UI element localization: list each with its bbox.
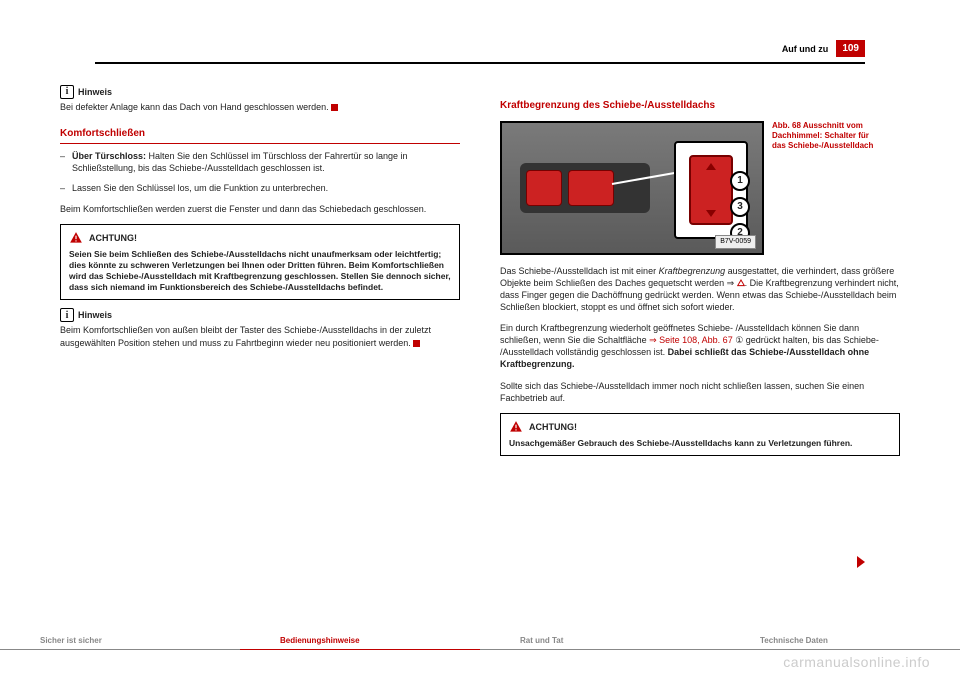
figure-area: 1 3 2 B7V-0059 Abb. 68 Ausschnitt vom Da… <box>500 121 900 255</box>
achtung-1-text: Seien Sie beim Schließen des Schiebe-/Au… <box>69 249 451 293</box>
info-icon: i <box>60 308 74 322</box>
para-r3: Sollte sich das Schiebe-/Ausstelldach im… <box>500 380 900 404</box>
achtung-box-2: ACHTUNG! Unsachgemäßer Gebrauch des Schi… <box>500 413 900 456</box>
hinweis-2-label: Hinweis <box>78 309 112 321</box>
bullet1-prefix: Über Türschloss: <box>72 151 146 161</box>
achtung-2-text: Unsachgemäßer Gebrauch des Schiebe-/Auss… <box>509 438 891 449</box>
warning-icon <box>509 420 523 434</box>
warning-inline-icon <box>737 279 745 287</box>
figure-code: B7V-0059 <box>715 235 756 248</box>
tab-bedienung: Bedienungshinweise <box>240 632 480 650</box>
hinweis-1-text: Bei defekter Anlage kann das Dach von Ha… <box>60 101 460 113</box>
achtung-1-head: ACHTUNG! <box>69 231 451 245</box>
callout-3: 3 <box>730 197 750 217</box>
page-number: 109 <box>836 40 865 57</box>
page: Auf und zu 109 i Hinweis Bei defekter An… <box>0 0 960 678</box>
achtung-2-head: ACHTUNG! <box>509 420 891 434</box>
top-rule <box>95 62 865 64</box>
roof-panel <box>520 163 650 213</box>
list-item: Über Türschloss: Halten Sie den Schlüsse… <box>60 150 460 174</box>
hinweis-1-label: Hinweis <box>78 86 112 98</box>
section-title: Auf und zu <box>782 44 829 54</box>
content-columns: i Hinweis Bei defekter Anlage kann das D… <box>60 85 900 464</box>
tab-technik: Technische Daten <box>720 632 960 650</box>
heading-kraftbegrenzung: Kraftbegrenzung des Schiebe-/Ausstelldac… <box>500 99 900 113</box>
footer-tabs: Sicher ist sicher Bedienungshinweise Rat… <box>0 632 960 650</box>
page-header: Auf und zu 109 <box>782 40 865 57</box>
page-ref-link: ⇒ Seite 108, Abb. 67 <box>649 335 733 345</box>
instruction-list: Über Türschloss: Halten Sie den Schlüsse… <box>60 150 460 194</box>
achtung-2-label: ACHTUNG! <box>529 421 577 433</box>
end-marker-icon <box>413 340 420 347</box>
info-icon: i <box>60 85 74 99</box>
warning-icon <box>69 231 83 245</box>
para-comfort-close: Beim Komfortschließen werden zuerst die … <box>60 203 460 215</box>
callout-1: 1 <box>730 171 750 191</box>
achtung-1-label: ACHTUNG! <box>89 232 137 244</box>
bullet2-text: Lassen Sie den Schlüssel los, um die Fun… <box>72 183 328 193</box>
end-marker-icon <box>331 104 338 111</box>
tab-sicher: Sicher ist sicher <box>0 632 240 650</box>
interior-lamp-icon <box>526 170 562 206</box>
tab-rat: Rat und Tat <box>480 632 720 650</box>
watermark: carmanualsonline.info <box>783 654 930 670</box>
continue-arrow-icon <box>857 556 865 568</box>
hinweis-2-head: i Hinweis <box>60 308 460 322</box>
left-column: i Hinweis Bei defekter Anlage kann das D… <box>60 85 460 464</box>
list-item: Lassen Sie den Schlüssel los, um die Fun… <box>60 182 460 194</box>
para-r2: Ein durch Kraftbegrenzung wiederholt geö… <box>500 322 900 371</box>
hinweis-1-head: i Hinweis <box>60 85 460 99</box>
para-r1: Das Schiebe-/Ausstelldach ist mit einer … <box>500 265 900 314</box>
figure-68: 1 3 2 B7V-0059 <box>500 121 764 255</box>
achtung-box-1: ACHTUNG! Seien Sie beim Schließen des Sc… <box>60 224 460 300</box>
italic-term: Kraftbegrenzung <box>659 266 726 276</box>
hinweis-2-text: Beim Komfortschließen von außen bleibt d… <box>60 324 460 348</box>
zoom-inset: 1 3 2 <box>674 141 748 239</box>
figure-caption: Abb. 68 Ausschnitt vom Dachhimmel: Schal… <box>772 121 882 152</box>
switch-block-icon <box>568 170 614 206</box>
right-column: Kraftbegrenzung des Schiebe-/Ausstelldac… <box>500 85 900 464</box>
heading-komfort: Komfortschließen <box>60 127 460 144</box>
rocker-switch-icon <box>689 155 733 225</box>
